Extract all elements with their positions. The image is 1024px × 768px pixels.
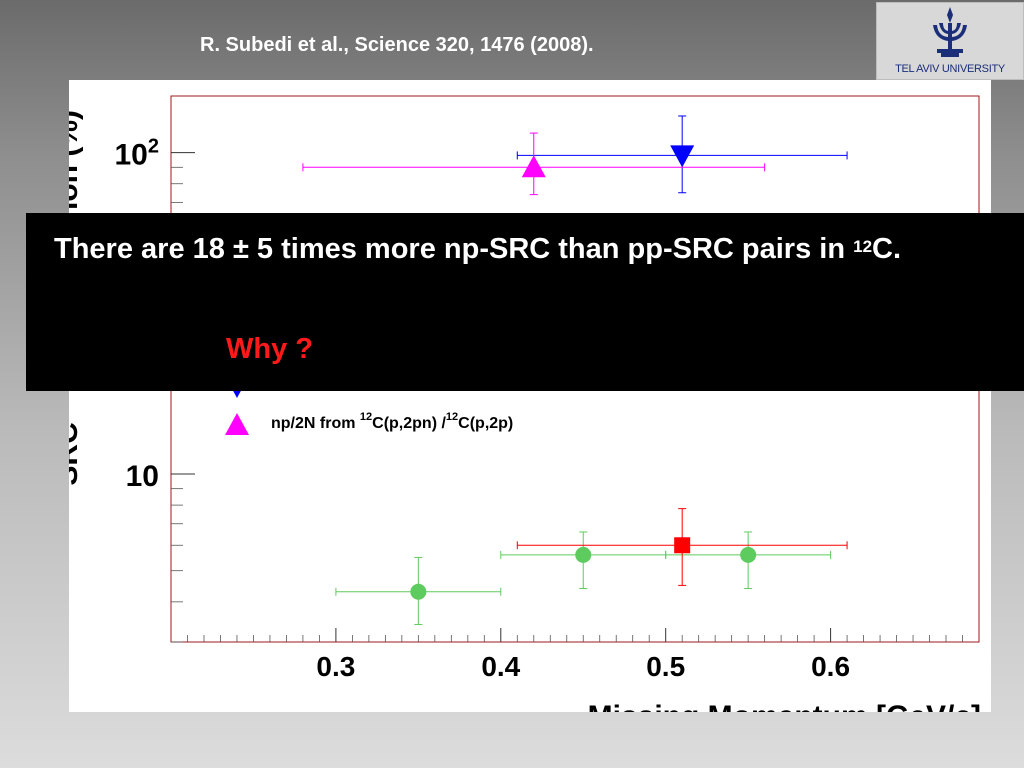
callout-statement: There are 18 ± 5 times more np-SRC than …: [54, 231, 1014, 267]
circle-marker: [740, 546, 757, 563]
logo-text: TEL AVIV UNIVERSITY: [895, 63, 1005, 75]
data-point: [516, 508, 848, 586]
callout-why: Why ?: [226, 333, 313, 365]
legend-entry-2: np/2N from 12C(p,2pn) /12C(p,2p): [225, 411, 513, 435]
circle-marker: [575, 546, 592, 563]
callout-box: There are 18 ± 5 times more np-SRC than …: [26, 213, 1024, 391]
triangle-down-marker: [670, 145, 695, 168]
callout-text-before: There are 18 ± 5 times more np-SRC than …: [54, 233, 854, 265]
y-tick-label: 102: [115, 136, 160, 172]
y-tick-exponent: 2: [148, 136, 159, 158]
triangle-up-marker: [225, 413, 249, 435]
x-axis-title: Missing Momentum [GeV/c]: [588, 700, 981, 712]
data-point: [516, 115, 848, 194]
y-tick-base: 10: [115, 139, 148, 172]
data-point: [665, 531, 832, 590]
y-tick-label: 10: [126, 460, 159, 493]
scatter-chart: 0.30.40.50.610102Missing Momentum [GeV/c…: [69, 95, 981, 712]
x-tick-label: 0.6: [811, 651, 850, 682]
data-point: [335, 556, 502, 626]
callout-superscript: 12: [853, 237, 873, 256]
x-tick-label: 0.3: [316, 651, 355, 682]
square-marker: [674, 537, 691, 554]
legend-label: np/2N from 12C(p,2pn) /12C(p,2p): [271, 411, 513, 432]
triangle-up-marker: [521, 155, 546, 178]
callout-text-after: C.: [872, 233, 902, 265]
legend-pre: np/2N from: [271, 415, 360, 432]
chart-panel: 0.30.40.50.610102Missing Momentum [GeV/c…: [69, 80, 991, 712]
legend-post: C(p,2p): [458, 415, 513, 432]
y-tick-base: 10: [126, 460, 159, 493]
university-logo: TEL AVIV UNIVERSITY: [876, 2, 1024, 80]
menorah-emblem-icon: [933, 7, 967, 57]
y-axis-title-top: ion (%): [69, 110, 84, 210]
legend-sup-2: 12: [446, 411, 458, 423]
circle-marker: [410, 583, 427, 600]
legend-mid: C(p,2pn) /: [372, 415, 446, 432]
x-tick-label: 0.4: [481, 651, 520, 682]
y-axis-title-bottom: SRC: [69, 422, 84, 485]
x-tick-label: 0.5: [646, 651, 685, 682]
data-point: [500, 531, 667, 590]
legend-sup-1: 12: [360, 411, 372, 423]
citation-text: R. Subedi et al., Science 320, 1476 (200…: [200, 34, 594, 56]
data-point: [302, 132, 766, 196]
